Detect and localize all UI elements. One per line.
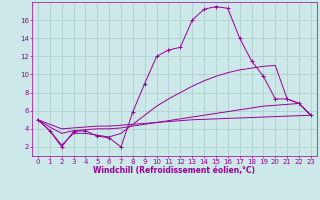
X-axis label: Windchill (Refroidissement éolien,°C): Windchill (Refroidissement éolien,°C) — [93, 166, 255, 175]
